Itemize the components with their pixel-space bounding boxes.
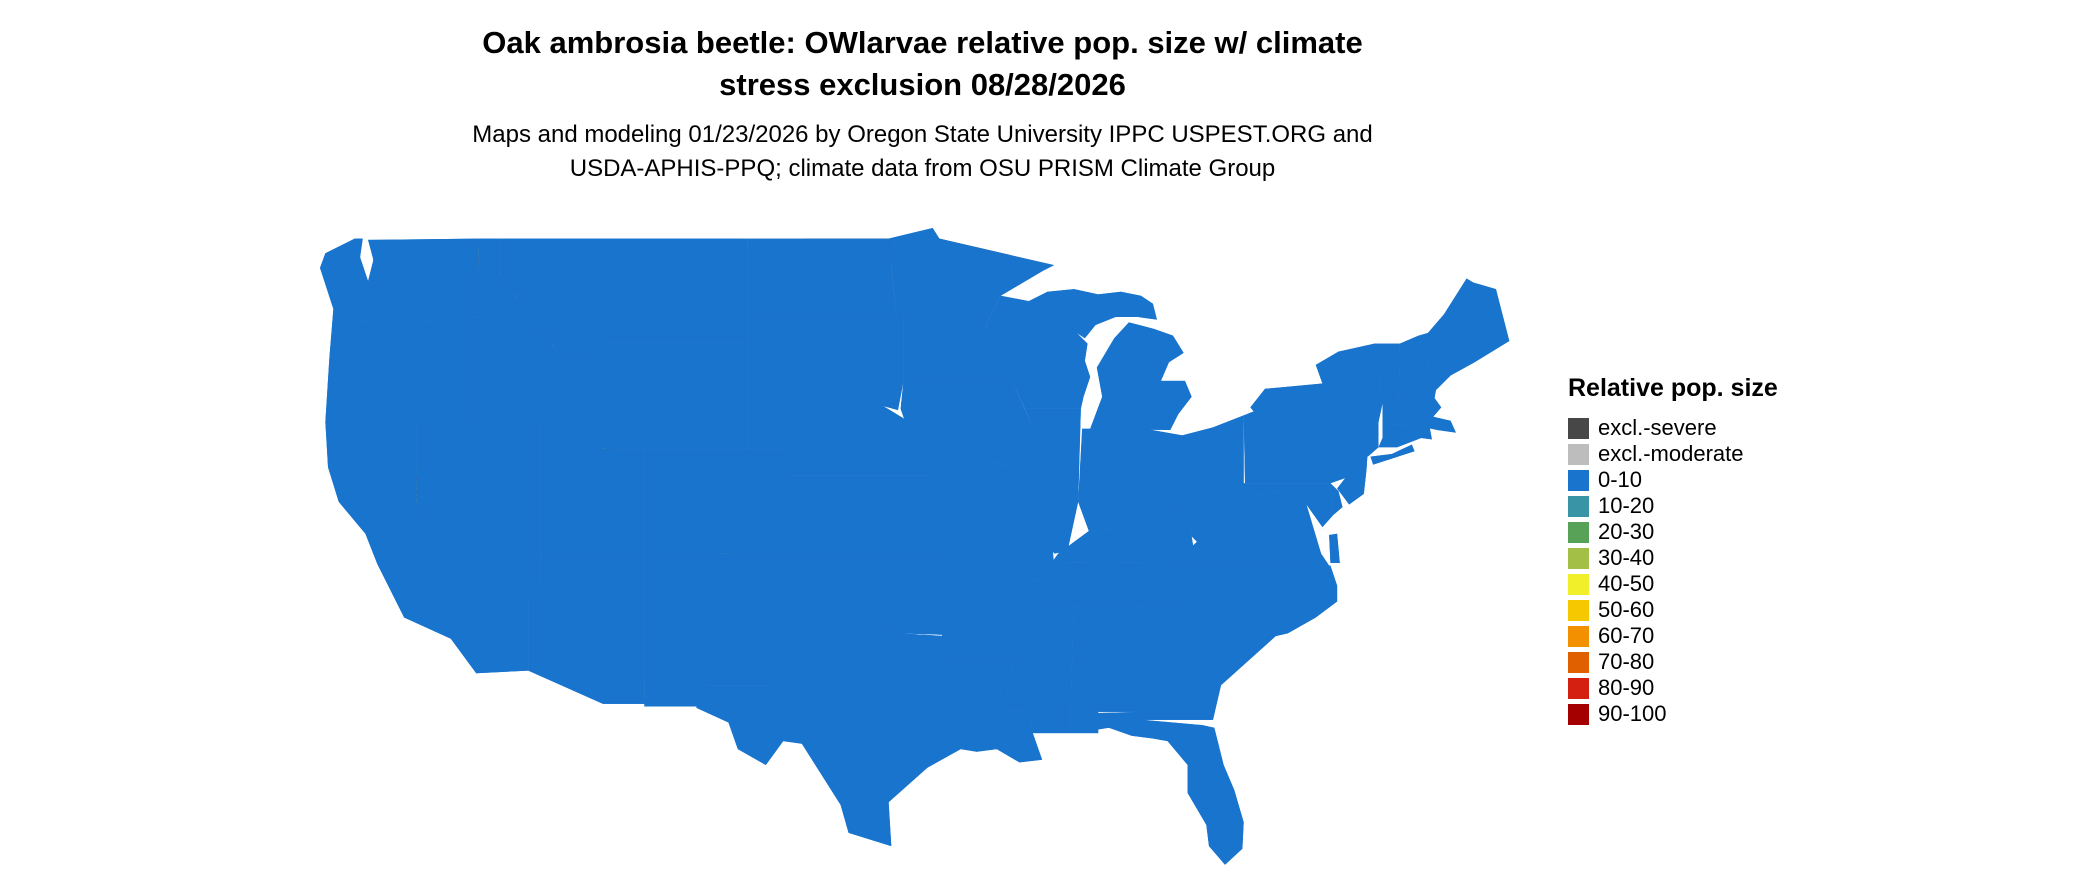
hotspot-speck (1067, 244, 1071, 248)
state-border (1328, 532, 1341, 565)
legend-swatch (1568, 469, 1589, 491)
state-border (1089, 321, 1193, 432)
legend-swatch (1568, 599, 1589, 621)
page-title: Oak ambrosia beetle: OWlarvae relative p… (0, 22, 1845, 106)
legend-swatch (1568, 703, 1589, 725)
legend: Relative pop. size excl.-severe excl.-mod… (1568, 374, 1888, 727)
state-border (643, 447, 790, 555)
legend-swatch (1568, 677, 1589, 699)
state-border (1377, 422, 1423, 449)
subtitle-line-1: Maps and modeling 01/23/2026 by Oregon S… (472, 121, 1373, 148)
legend-label: 80-90 (1598, 675, 1655, 700)
legend-label: 20-30 (1598, 519, 1655, 544)
us-map (300, 212, 1528, 890)
state-border (601, 342, 749, 450)
legend-item: excl.-moderate (1568, 441, 1888, 467)
legend-swatch (1568, 443, 1589, 465)
legend-label: 40-50 (1598, 571, 1655, 596)
legend-item: 60-70 (1568, 623, 1888, 649)
legend-swatch (1568, 625, 1589, 647)
legend-items: excl.-severe excl.-moderate 0-10 10-20 20-30… (1568, 415, 1888, 727)
legend-swatch (1568, 651, 1589, 673)
legend-label: 90-100 (1598, 701, 1667, 726)
legend-item: 90-100 (1568, 701, 1888, 727)
legend-title: Relative pop. size (1568, 374, 1778, 402)
state-border (787, 474, 944, 555)
legend-label: excl.-moderate (1598, 441, 1744, 466)
legend-label: 60-70 (1598, 623, 1655, 648)
map-svg (318, 226, 1511, 866)
legend-item: 50-60 (1568, 597, 1888, 623)
legend-item: 80-90 (1568, 675, 1888, 701)
page-subtitle: Maps and modeling 01/23/2026 by Oregon S… (0, 118, 1845, 186)
legend-swatch (1568, 417, 1589, 439)
title-line-2: stress exclusion 08/28/2026 (719, 67, 1126, 102)
state-border (1417, 277, 1511, 392)
legend-item: 30-40 (1568, 545, 1888, 571)
legend-label: excl.-severe (1598, 415, 1717, 440)
hotspot-speck (1068, 247, 1072, 251)
legend-label: 10-20 (1598, 493, 1655, 518)
legend-item: 70-80 (1568, 649, 1888, 675)
legend-label: 70-80 (1598, 649, 1655, 674)
subtitle-line-2: USDA-APHIS-PPQ; climate data from OSU PR… (569, 155, 1276, 182)
legend-label: 0-10 (1598, 467, 1643, 492)
legend-label: 50-60 (1598, 597, 1655, 622)
hotspot-speck (1068, 247, 1074, 253)
state-border (324, 307, 480, 424)
state-border (643, 552, 770, 708)
state-border (527, 552, 646, 705)
title-line-1: Oak ambrosia beetle: OWlarvae relative p… (482, 25, 1363, 60)
legend-swatch (1568, 495, 1589, 517)
legend-swatch (1568, 573, 1589, 595)
legend-swatch (1568, 521, 1589, 543)
state-border (746, 237, 898, 320)
legend-item: 20-30 (1568, 519, 1888, 545)
state-border (318, 237, 480, 327)
legend-item: 0-10 (1568, 467, 1888, 493)
state-borders (318, 226, 1511, 866)
legend-label: 30-40 (1598, 545, 1655, 570)
state-border (1086, 710, 1245, 866)
hotspot-speck (1065, 250, 1071, 255)
legend-item: 10-20 (1568, 493, 1888, 519)
legend-swatch (1568, 547, 1589, 569)
legend-item: excl.-severe (1568, 415, 1888, 441)
legend-item: 40-50 (1568, 571, 1888, 597)
